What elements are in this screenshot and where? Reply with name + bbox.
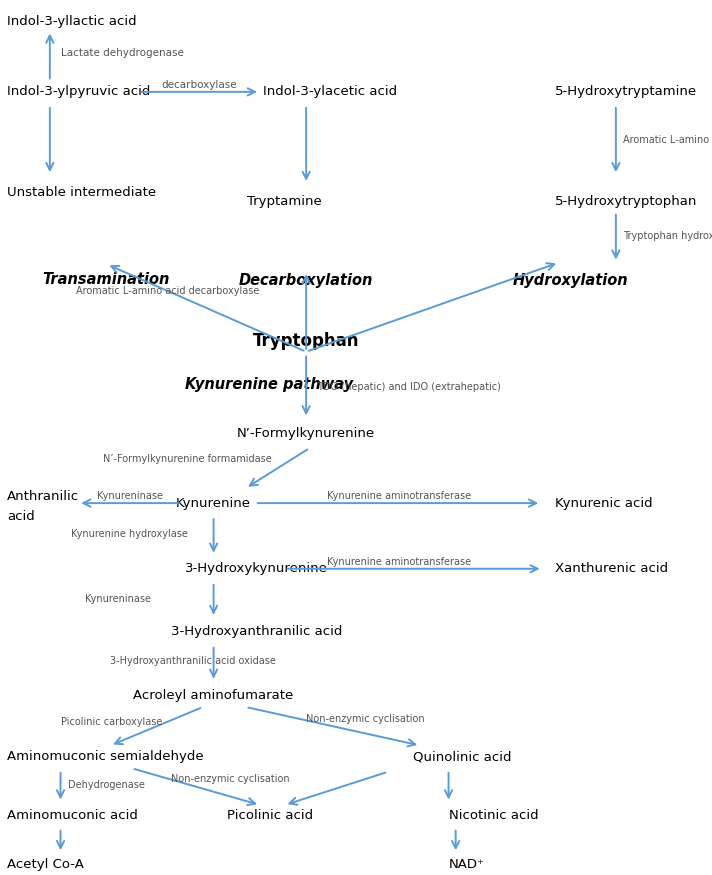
Text: Picolinic carboxylase: Picolinic carboxylase [61,717,162,727]
Text: Unstable intermediate: Unstable intermediate [7,186,156,199]
Text: Aminomuconic semialdehyde: Aminomuconic semialdehyde [7,751,204,763]
Text: 3-Hydroxyanthranilic acid oxidase: 3-Hydroxyanthranilic acid oxidase [110,656,276,667]
Text: Indol-3-yllactic acid: Indol-3-yllactic acid [7,16,137,28]
Text: Picolinic acid: Picolinic acid [228,809,313,822]
Text: N’-Formylkynurenine: N’-Formylkynurenine [237,427,375,439]
Text: Hydroxylation: Hydroxylation [513,272,628,288]
Text: Lactate dehydrogenase: Lactate dehydrogenase [61,47,184,58]
Text: Indol-3-ylacetic acid: Indol-3-ylacetic acid [263,86,397,98]
Text: Kynurenine pathway: Kynurenine pathway [185,377,353,393]
Text: Tryptophan hydroxylase: Tryptophan hydroxylase [623,231,712,242]
Text: Kynurenine hydroxylase: Kynurenine hydroxylase [71,528,188,539]
Text: 5-Hydroxytryptamine: 5-Hydroxytryptamine [555,86,698,98]
Text: Tryptophan: Tryptophan [253,332,360,350]
Text: Kynurenine aminotransferase: Kynurenine aminotransferase [327,491,471,501]
Text: Aminomuconic acid: Aminomuconic acid [7,809,138,822]
Text: acid: acid [7,510,35,522]
Text: Indol-3-ylpyruvic acid: Indol-3-ylpyruvic acid [7,86,150,98]
Text: Aromatic L-amino acid decarboxylase: Aromatic L-amino acid decarboxylase [75,286,259,297]
Text: Acroleyl aminofumarate: Acroleyl aminofumarate [133,690,294,702]
Text: Non-enzymic cyclisation: Non-enzymic cyclisation [171,774,290,784]
Text: 3-Hydroxykynurenine: 3-Hydroxykynurenine [185,563,328,575]
Text: decarboxylase: decarboxylase [162,80,237,90]
Text: Nicotinic acid: Nicotinic acid [449,809,538,822]
Text: TDO (hepatic) and IDO (extrahepatic): TDO (hepatic) and IDO (extrahepatic) [317,382,501,392]
Text: Kynurenine: Kynurenine [176,497,251,509]
Text: Dehydrogenase: Dehydrogenase [68,780,145,790]
Text: Quinolinic acid: Quinolinic acid [413,751,511,763]
Text: 5-Hydroxytryptophan: 5-Hydroxytryptophan [555,195,698,207]
Text: Acetyl Co-A: Acetyl Co-A [7,858,84,871]
Text: Kynureninase: Kynureninase [85,593,152,604]
Text: NAD⁺: NAD⁺ [449,858,484,871]
Text: Transamination: Transamination [43,272,170,288]
Text: 3-Hydroxyanthranilic acid: 3-Hydroxyanthranilic acid [171,626,342,638]
Text: Kynurenine aminotransferase: Kynurenine aminotransferase [327,556,471,567]
Text: N’-Formylkynurenine formamidase: N’-Formylkynurenine formamidase [103,454,272,465]
Text: Tryptamine: Tryptamine [248,195,322,207]
Text: Non-enzymic cyclisation: Non-enzymic cyclisation [306,714,425,724]
Text: Anthranilic: Anthranilic [7,491,79,503]
Text: Xanthurenic acid: Xanthurenic acid [555,563,669,575]
Text: Aromatic L-amino acid decarboxylase: Aromatic L-amino acid decarboxylase [623,135,712,145]
Text: Decarboxylation: Decarboxylation [239,272,373,288]
Text: Kynurenic acid: Kynurenic acid [555,497,653,509]
Text: Kynureninase: Kynureninase [98,491,163,501]
